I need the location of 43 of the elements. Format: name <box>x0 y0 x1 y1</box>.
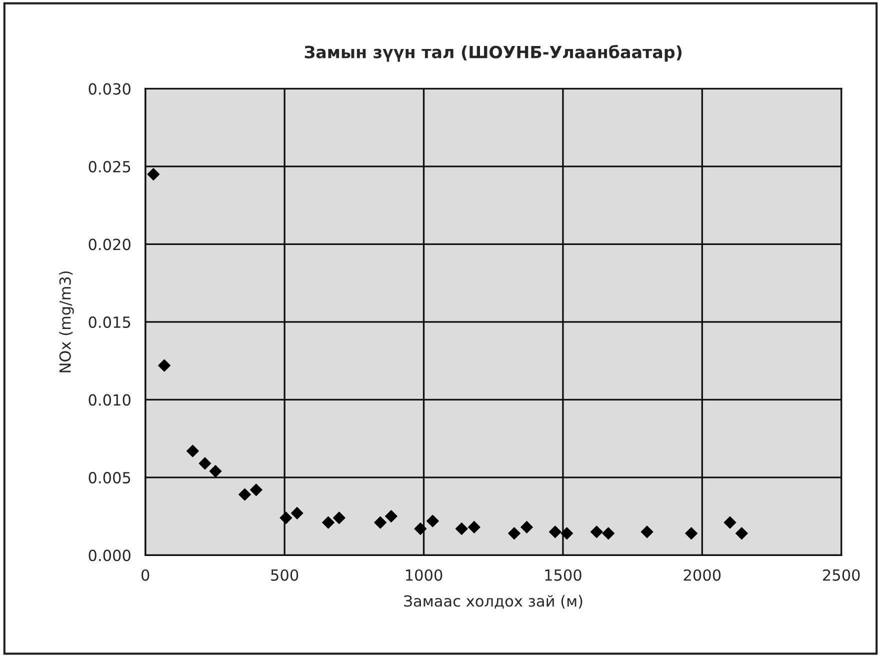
y-tick-label: 0.020 <box>88 238 130 250</box>
y-tick-label: 0.025 <box>88 160 130 172</box>
point <box>414 522 427 535</box>
point <box>384 510 398 523</box>
point <box>548 526 562 538</box>
x-tick-label: 0 <box>142 569 150 581</box>
point <box>455 522 468 535</box>
point <box>468 520 480 534</box>
y-tick-label: 0.010 <box>88 394 130 406</box>
y-tick-label: 0.005 <box>88 472 130 484</box>
point <box>590 526 603 538</box>
point <box>426 514 439 528</box>
point <box>560 527 574 540</box>
x-tick-label: 500 <box>271 569 298 581</box>
y-tick-label: 0.000 <box>88 550 130 562</box>
point <box>250 484 262 496</box>
chart-title: Замын зүүн тал (ШОУНБ-Улаанбаатар) <box>304 44 682 62</box>
point <box>322 516 334 529</box>
point <box>280 512 292 524</box>
x-tick-label: 2500 <box>823 569 860 581</box>
point <box>147 168 160 180</box>
point <box>332 512 346 524</box>
point <box>209 464 222 478</box>
point <box>290 506 304 520</box>
point <box>640 526 654 538</box>
x-tick-label: 2000 <box>684 569 721 581</box>
point <box>374 516 387 529</box>
y-tick-label: 0.015 <box>88 316 130 328</box>
point <box>685 527 698 540</box>
x-axis-title: Замаас холдох зай (м) <box>404 594 582 609</box>
point <box>724 516 736 529</box>
point <box>238 488 251 501</box>
point <box>735 527 748 540</box>
point <box>198 457 212 470</box>
y-tick-label: 0.030 <box>88 83 130 95</box>
y-axis-title: NOx (mg/m3) <box>59 271 74 372</box>
x-tick-label: 1000 <box>406 569 442 581</box>
point <box>186 444 199 458</box>
point <box>520 520 533 534</box>
point <box>158 359 171 372</box>
point <box>508 527 520 540</box>
point <box>602 527 615 540</box>
x-tick-label: 1500 <box>545 569 582 581</box>
